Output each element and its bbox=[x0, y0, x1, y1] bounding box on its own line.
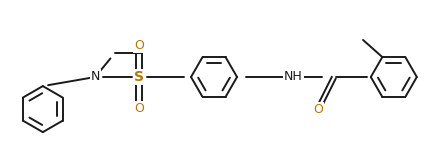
Text: NH: NH bbox=[283, 71, 302, 83]
Text: O: O bbox=[312, 103, 322, 116]
Text: N: N bbox=[90, 71, 100, 83]
Text: O: O bbox=[134, 101, 144, 115]
Text: S: S bbox=[134, 70, 144, 84]
Text: O: O bbox=[134, 39, 144, 53]
